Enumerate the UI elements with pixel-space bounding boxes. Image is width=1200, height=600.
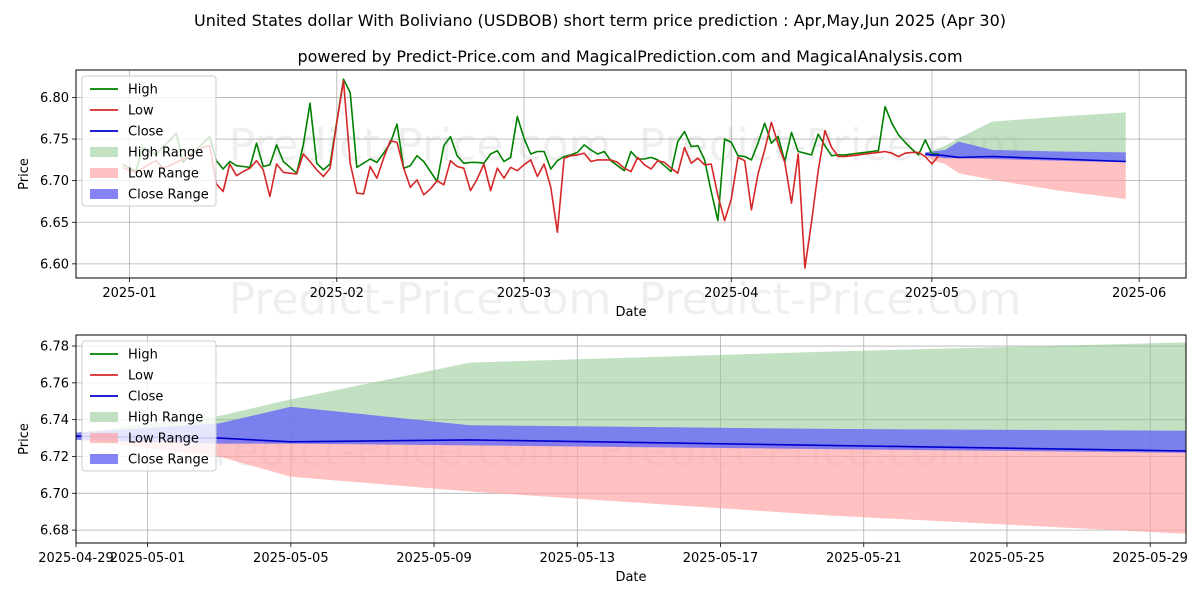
- y-tick-label: 6.78: [40, 340, 69, 355]
- x-tick-label: 2025-05-21: [826, 551, 902, 566]
- y-axis-label: Price: [17, 423, 32, 455]
- close-series-line: [925, 153, 1126, 163]
- y-tick-label: 6.70: [40, 174, 69, 189]
- axes-frame: [75, 334, 1187, 544]
- x-tick-label: 2025-05-05: [253, 551, 329, 566]
- legend-swatch-low-range: [90, 433, 118, 443]
- legend-label: Close Range: [128, 188, 209, 203]
- chart-subtitle: powered by Predict-Price.com and Magical…: [297, 47, 962, 66]
- legend-swatch-high-range: [90, 147, 118, 157]
- low-range-band: [76, 436, 1186, 534]
- legend-label: Low: [128, 369, 154, 384]
- legend-swatch-low-range: [90, 168, 118, 178]
- legend-swatch-close-range: [90, 189, 118, 199]
- x-tick-label: 2025-02: [310, 286, 364, 301]
- y-tick-label: 6.76: [40, 376, 69, 391]
- y-tick-label: 6.68: [40, 524, 69, 539]
- legend-label: High: [128, 83, 158, 98]
- axes-frame: [75, 69, 1187, 279]
- x-tick-label: 2025-05-17: [683, 551, 759, 566]
- legend-label: High: [128, 348, 158, 363]
- legend-label: Low: [128, 104, 154, 119]
- chart-title: United States dollar With Boliviano (USD…: [194, 11, 1006, 30]
- x-tick-label: 2025-05-09: [396, 551, 472, 566]
- x-tick-label: 2025-05-25: [969, 551, 1045, 566]
- plot-area: [122, 78, 1126, 269]
- top-panel: Predict-Price.com Predict-Price.comPredic…: [17, 69, 1187, 325]
- legend-label: Close Range: [128, 453, 209, 468]
- legend-swatch-high-range: [90, 412, 118, 422]
- x-tick-label: 2025-05-29: [1112, 551, 1188, 566]
- legend-label: Low Range: [128, 167, 199, 182]
- low-series-line: [122, 80, 940, 269]
- legend-label: High Range: [128, 146, 203, 161]
- x-tick-label: 2025-01: [102, 286, 156, 301]
- x-axis-label: Date: [615, 570, 646, 585]
- x-tick-label: 2025-03: [497, 286, 551, 301]
- y-tick-label: 6.80: [40, 91, 69, 106]
- y-tick-label: 6.72: [40, 450, 69, 465]
- x-tick-label: 2025-06: [1112, 286, 1166, 301]
- legend-label: High Range: [128, 411, 203, 426]
- y-tick-label: 6.75: [40, 133, 69, 148]
- low-range-band: [925, 154, 1126, 199]
- high-series-line: [122, 78, 939, 222]
- x-tick-label: 2025-05-01: [110, 551, 186, 566]
- plot-area: [76, 342, 1186, 534]
- y-tick-label: 6.60: [40, 257, 69, 272]
- watermark-text: Predict-Price.com: [639, 274, 1022, 325]
- x-tick-label: 2025-04-29: [38, 551, 114, 566]
- x-tick-label: 2025-05-13: [540, 551, 616, 566]
- y-tick-label: 6.70: [40, 487, 69, 502]
- legend-label: Low Range: [128, 432, 199, 447]
- x-tick-label: 2025-05: [905, 286, 959, 301]
- y-tick-label: 6.65: [40, 216, 69, 231]
- y-tick-label: 6.74: [40, 413, 69, 428]
- legend-swatch-close-range: [90, 454, 118, 464]
- legend-label: Close: [128, 390, 163, 405]
- bottom-panel: Predict-Price.comPredict-Price.com2025-0…: [17, 334, 1188, 585]
- legend-label: Close: [128, 125, 163, 140]
- x-axis-label: Date: [615, 305, 646, 320]
- y-axis-label: Price: [17, 158, 32, 190]
- x-tick-label: 2025-04: [704, 286, 758, 301]
- watermark-text: Predict-Price.com: [229, 274, 612, 325]
